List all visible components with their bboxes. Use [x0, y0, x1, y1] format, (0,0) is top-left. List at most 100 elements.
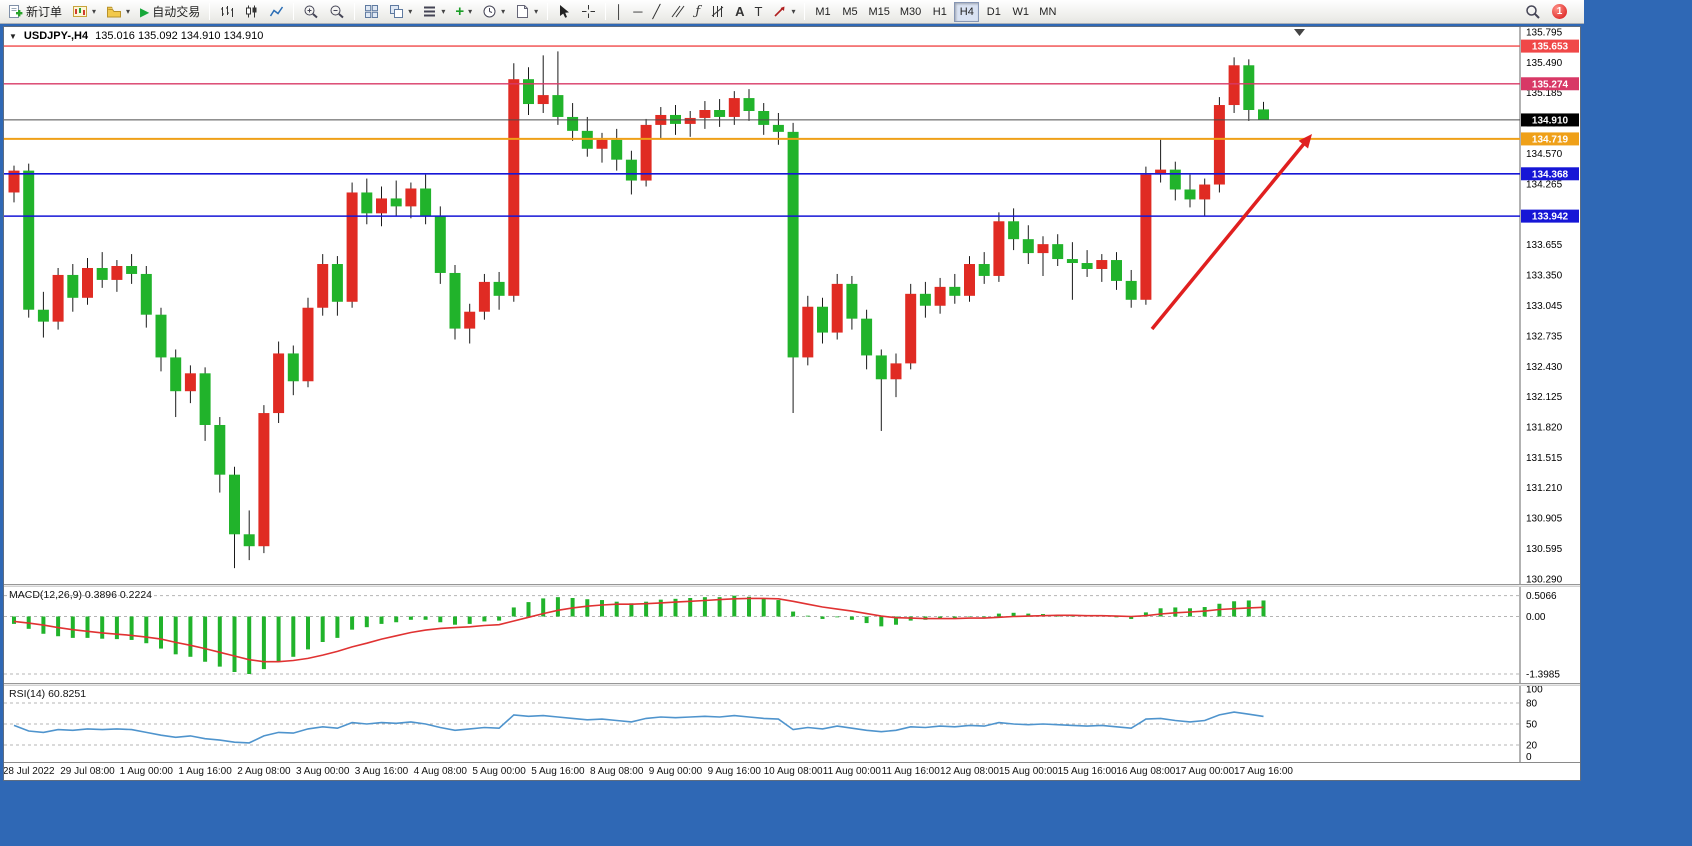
tile-windows-icon [364, 4, 379, 19]
time-axis[interactable]: 28 Jul 2022 29 Jul 08:00 1 Aug 00:00 1 Aug … [4, 762, 1580, 780]
toolbar-separator [605, 3, 607, 20]
text-tool-button[interactable]: A [731, 2, 748, 22]
profiles-button[interactable]: ▾ [102, 2, 134, 22]
trend-arrow-head [1298, 134, 1312, 149]
crosshair-tool-button[interactable] [577, 2, 600, 22]
date-label: 17 Aug 16:00 [1234, 766, 1293, 777]
tile-windows-button[interactable] [360, 2, 383, 22]
arrows-tool-button[interactable]: ▾ [768, 2, 799, 22]
price-axis-label: 134.570 [1526, 149, 1563, 160]
candlestick-icon [244, 4, 259, 19]
timeframe-button-M1[interactable]: M1 [810, 2, 835, 22]
dropdown-arrow-icon: ▾ [468, 7, 473, 16]
price-axis-label: 131.515 [1526, 453, 1563, 464]
candlestick-chart-button[interactable] [240, 2, 263, 22]
price-tag [1521, 39, 1579, 53]
notification-badge[interactable]: 1 [1552, 4, 1567, 19]
fibonacci-tool-button[interactable]: ƒ [691, 2, 704, 22]
candle-body [273, 353, 285, 414]
trend-arrow[interactable] [1150, 139, 1309, 331]
cursor-tool-button[interactable] [553, 2, 575, 22]
periods-clock-icon [482, 4, 497, 19]
indicators-plus-icon: + [455, 3, 465, 20]
rsi-axis-label: 50 [1526, 720, 1538, 731]
candle-body [493, 281, 505, 296]
periods-button[interactable]: ▾ [478, 2, 509, 22]
date-label: 15 Aug 00:00 [998, 766, 1058, 777]
bar-chart-button[interactable] [215, 2, 238, 22]
hline-tool-button[interactable]: ─ [629, 2, 646, 22]
candle-body [831, 283, 843, 333]
cascade-windows-button[interactable]: ▾ [385, 2, 416, 22]
price-pane[interactable]: 135.795135.490135.185134.880134.570134.2… [4, 27, 1580, 586]
pane-splitter-macd[interactable] [4, 584, 1580, 587]
timeframe-button-H1[interactable]: H1 [927, 2, 952, 22]
candle-body [449, 272, 461, 329]
search-button[interactable] [1521, 2, 1545, 22]
search-icon [1525, 4, 1541, 20]
candle-body [1228, 65, 1240, 106]
candle-body [317, 264, 329, 308]
zoom-in-icon [303, 4, 319, 19]
candle-body [1008, 221, 1020, 240]
date-label: 5 Aug 00:00 [472, 766, 526, 777]
candle-body [523, 79, 534, 105]
pane-splitter-rsi[interactable] [4, 683, 1580, 686]
timeframe-button-M30[interactable]: M30 [896, 2, 925, 22]
timeframe-button-MN[interactable]: MN [1035, 2, 1060, 22]
candle-body [1125, 280, 1137, 300]
cascade-windows-icon [389, 4, 404, 19]
date-label: 12 Aug 08:00 [940, 766, 999, 777]
price-tag-label: 135.653 [1532, 42, 1569, 53]
candle-body [1155, 169, 1167, 175]
rsi-axis-label: 20 [1526, 741, 1538, 752]
candle-body [464, 311, 476, 329]
candle-body [96, 267, 108, 280]
new-order-button[interactable]: 新订单 [4, 2, 66, 22]
date-label: 10 Aug 08:00 [763, 766, 823, 777]
channel-tool-button[interactable] [666, 2, 689, 22]
candle-body [8, 170, 20, 193]
timeframe-button-H4[interactable]: H4 [954, 1, 980, 22]
dropdown-arrow-icon: ▾ [441, 7, 446, 16]
date-label: 15 Aug 16:00 [1057, 766, 1117, 777]
label-icon: T [754, 4, 763, 19]
label-tool-button[interactable]: T [751, 2, 767, 22]
new-chart-button[interactable]: ▾ [68, 2, 100, 22]
date-label: 16 Aug 08:00 [1116, 766, 1176, 777]
rsi-axis-label: 80 [1526, 699, 1538, 710]
zoom-out-button[interactable] [325, 2, 349, 22]
candle-body [170, 357, 182, 392]
trendline-tool-button[interactable]: ╱ [648, 2, 664, 22]
candle-body [1213, 105, 1225, 185]
candle-body [802, 306, 814, 358]
price-axis-label: 131.210 [1526, 483, 1563, 494]
price-axis-label: 132.125 [1526, 392, 1563, 403]
candle-body [302, 307, 314, 382]
chart-shift-marker[interactable] [1294, 29, 1305, 36]
zoom-in-button[interactable] [299, 2, 323, 22]
line-chart-button[interactable] [265, 2, 288, 22]
timeframe-button-M15[interactable]: M15 [864, 2, 893, 22]
candle-body [434, 216, 446, 273]
cycle-lines-tool-button[interactable] [706, 2, 729, 22]
timeframe-button-M5[interactable]: M5 [837, 2, 862, 22]
candle-body [229, 474, 240, 535]
profiles-icon [106, 4, 122, 19]
autotrade-button[interactable]: ▶ 自动交易 [136, 2, 204, 22]
timeframe-button-W1[interactable]: W1 [1008, 2, 1033, 22]
macd-pane[interactable]: 0.5066 0.00 -1.3985 MACD(12,26,9) 0.3896 0… [4, 587, 1580, 683]
price-chart-svg[interactable]: 135.795135.490135.185134.880134.570134.2… [4, 27, 1580, 586]
timeframe-button-D1[interactable]: D1 [981, 2, 1006, 22]
arrange-windows-button[interactable]: ▾ [418, 2, 449, 22]
indicators-button[interactable]: + ▾ [451, 2, 476, 22]
date-label: 11 Aug 00:00 [822, 766, 881, 777]
templates-button[interactable]: ▾ [511, 2, 542, 22]
vline-tool-button[interactable]: │ [611, 2, 627, 22]
price-tag-label: 135.274 [1532, 79, 1569, 90]
candle-body [155, 314, 167, 358]
rsi-pane[interactable]: 100 80 50 20 0 RSI(14) 60.8251 [4, 685, 1580, 763]
date-label: 4 Aug 08:00 [413, 766, 467, 777]
date-label: 1 Aug 16:00 [178, 766, 232, 777]
price-axis-label: 135.795 [1526, 28, 1563, 39]
